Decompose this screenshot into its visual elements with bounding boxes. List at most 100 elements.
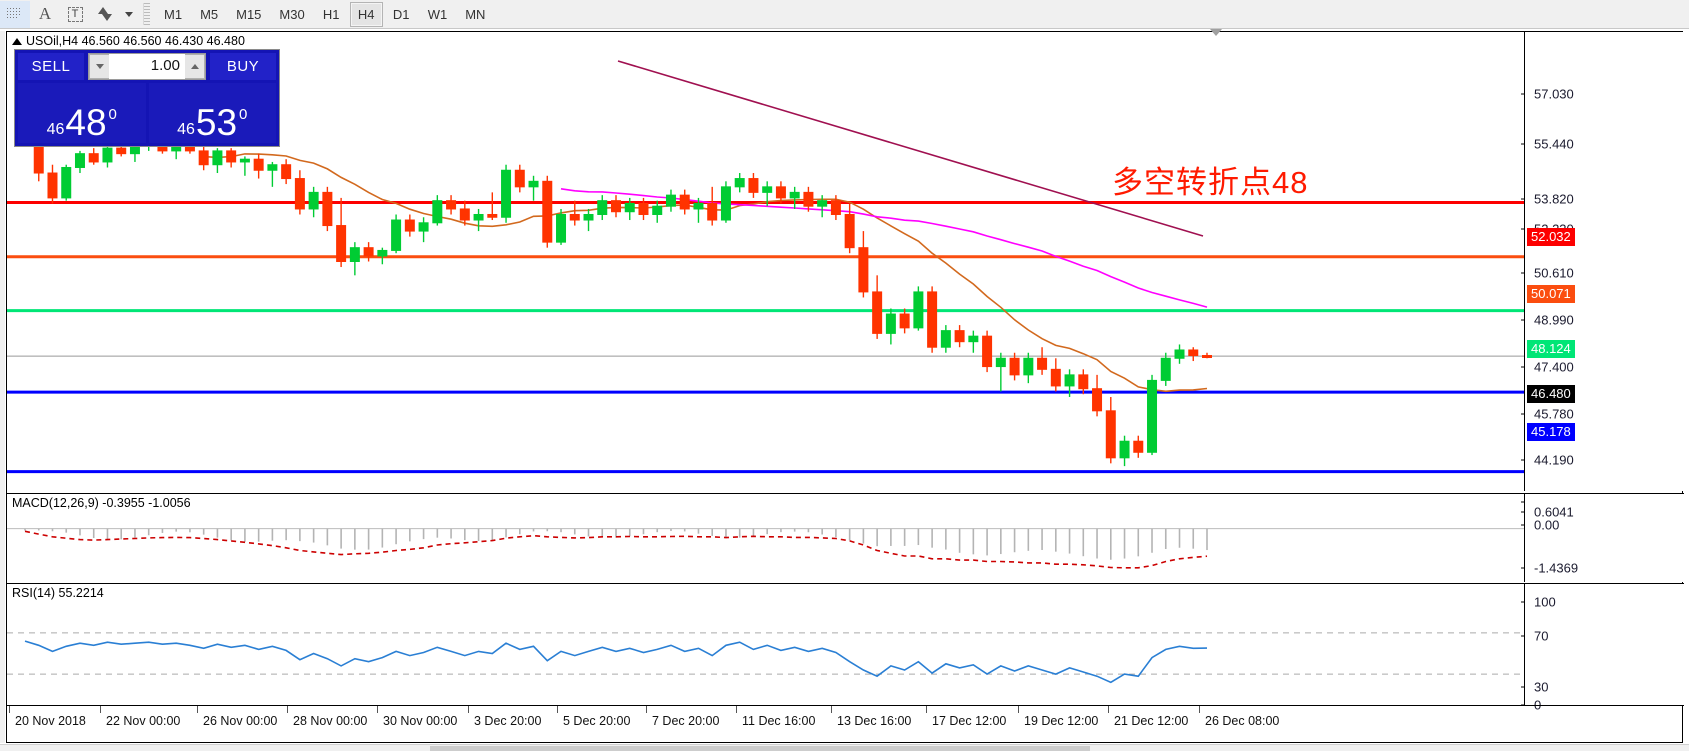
time-tick xyxy=(197,706,198,713)
objects-dropdown-icon[interactable] xyxy=(120,1,138,28)
time-axis[interactable]: 20 Nov 2018 22 Nov 00:00 26 Nov 00:00 28 No… xyxy=(7,705,1684,742)
time-axis-label: 21 Dec 12:00 xyxy=(1114,714,1189,728)
price-tick xyxy=(1521,501,1525,503)
volume-input[interactable]: 1.00 xyxy=(109,54,185,79)
caret-down-icon xyxy=(95,64,104,69)
macd-legend: MACD(12,26,9) -0.3955 -1.0056 xyxy=(12,496,191,510)
blue-level-badge[interactable]: 45.178 xyxy=(1527,423,1575,441)
buy-price-integer: 46 xyxy=(177,121,195,138)
price-tick xyxy=(1521,319,1525,321)
objects-icon[interactable] xyxy=(90,1,120,28)
text-a-icon[interactable]: A xyxy=(38,4,52,23)
chart-title-text: USOil,H4 46.560 46.560 46.430 46.480 xyxy=(26,34,245,48)
volume-decrease-button[interactable] xyxy=(89,54,109,79)
price-tick xyxy=(1521,413,1525,415)
price-axis-label: 50.610 xyxy=(1534,265,1574,281)
timeframe-button-m30[interactable]: M30 xyxy=(279,6,305,22)
price-tick xyxy=(1521,228,1525,230)
price-tick xyxy=(1521,459,1525,461)
sell-price-fraction: 0 xyxy=(108,106,117,123)
price-plot-area[interactable] xyxy=(7,32,1524,491)
time-tick xyxy=(1018,706,1019,713)
time-axis-label: 13 Dec 16:00 xyxy=(837,714,912,728)
rsi-svg xyxy=(7,632,1524,684)
chart-collapse-caret-icon[interactable] xyxy=(1210,29,1222,36)
timeframe-button-mn[interactable]: MN xyxy=(465,6,486,22)
one-click-price-row: 46 48 0 46 53 0 xyxy=(15,83,279,146)
orange-level-badge[interactable]: 50.071 xyxy=(1527,285,1575,303)
macd-axis: 0.6041 0.00 -1.4369 xyxy=(1521,494,1684,582)
volume-stepper[interactable]: 1.00 xyxy=(88,53,206,80)
chart-window[interactable]: 57.03055.44053.82052.23050.61048.99047.4… xyxy=(6,31,1684,743)
rsi-tick xyxy=(1521,686,1525,688)
macd-tick xyxy=(1521,567,1525,569)
price-axis[interactable]: 57.03055.44053.82052.23050.61048.99047.4… xyxy=(1521,32,1684,522)
current-price-badge[interactable]: 46.480 xyxy=(1527,385,1575,403)
timeframe-button-h1[interactable]: H1 xyxy=(322,6,340,22)
horizontal-scrollbar[interactable] xyxy=(0,744,1689,751)
text-box-glyph: T xyxy=(67,6,83,22)
time-axis-label: 20 Nov 2018 xyxy=(15,714,86,728)
green-level-badge[interactable]: 48.124 xyxy=(1527,340,1575,358)
rsi-axis-label: 70 xyxy=(1534,628,1549,644)
rsi-axis: 100 70 30 0 xyxy=(1521,584,1684,713)
timeframe-button-m5[interactable]: M5 xyxy=(200,6,219,22)
rsi-axis-label: 30 xyxy=(1534,679,1549,695)
time-tick xyxy=(926,706,927,713)
macd-axis-label: 0.6041 xyxy=(1534,504,1574,520)
sell-price-integer: 46 xyxy=(46,121,65,138)
left-scroll-strip xyxy=(0,31,5,743)
timeframe-button-h4[interactable]: H4 xyxy=(349,1,383,27)
time-axis-label: 28 Nov 00:00 xyxy=(293,714,368,728)
scrollbar-thumb[interactable] xyxy=(430,746,1090,751)
objects-glyph xyxy=(96,6,114,22)
macd-tick xyxy=(1521,524,1525,526)
price-tick xyxy=(1521,366,1525,368)
price-pane[interactable]: 57.03055.44053.82052.23050.61048.99047.4… xyxy=(7,32,1684,522)
macd-axis-label: 0.00 xyxy=(1534,517,1560,533)
rsi-legend: RSI(14) 55.2214 xyxy=(12,586,104,600)
rsi-tick xyxy=(1521,635,1525,637)
grid-glyph xyxy=(6,7,24,22)
time-tick xyxy=(736,706,737,713)
time-axis-label: 7 Dec 20:00 xyxy=(652,714,720,728)
time-tick xyxy=(287,706,288,713)
timeframe-button-d1[interactable]: D1 xyxy=(392,6,410,22)
timeframe-button-w1[interactable]: W1 xyxy=(427,6,448,22)
sell-price-cell[interactable]: 46 48 0 xyxy=(18,83,146,143)
macd-pane[interactable]: 0.6041 0.00 -1.4369 MACD(12,26,9) -0.3955 … xyxy=(7,493,1684,582)
timeframe-button-m1[interactable]: M1 xyxy=(164,6,183,22)
time-tick xyxy=(831,706,832,713)
rsi-tick xyxy=(1521,601,1525,603)
time-tick xyxy=(557,706,558,713)
buy-price-cell[interactable]: 46 53 0 xyxy=(148,83,276,143)
price-tick xyxy=(1521,198,1525,200)
time-tick xyxy=(468,706,469,713)
time-axis-label: 17 Dec 12:00 xyxy=(932,714,1007,728)
time-tick xyxy=(377,706,378,713)
time-axis-label: 5 Dec 20:00 xyxy=(563,714,631,728)
resistance-level-badge[interactable]: 52.032 xyxy=(1527,228,1575,246)
timeframe-button-m15[interactable]: M15 xyxy=(236,6,262,22)
price-axis-label: 57.030 xyxy=(1534,86,1574,102)
price-tick xyxy=(1521,272,1525,274)
rsi-pane[interactable]: 100 70 30 0 RSI(14) 55.2214 xyxy=(7,583,1684,713)
rsi-plot-area[interactable] xyxy=(7,584,1524,705)
candlestick-svg xyxy=(7,60,1524,474)
time-axis-label: 11 Dec 16:00 xyxy=(742,714,816,728)
text-box-icon[interactable]: T xyxy=(60,1,90,28)
buy-button[interactable]: BUY xyxy=(210,53,276,80)
macd-plot-area[interactable] xyxy=(7,494,1524,582)
time-tick xyxy=(1199,706,1200,713)
volume-increase-button[interactable] xyxy=(185,54,205,79)
price-tick xyxy=(1521,93,1525,95)
one-click-trading-panel[interactable]: SELL 1.00 BUY 46 48 0 46 53 0 xyxy=(14,49,280,147)
macd-svg xyxy=(7,528,1524,569)
macd-axis-label: -1.4369 xyxy=(1534,560,1579,576)
sell-button[interactable]: SELL xyxy=(18,53,84,80)
caret-up-icon xyxy=(190,64,199,69)
time-tick xyxy=(1108,706,1109,713)
grid-f-icon[interactable] xyxy=(0,0,30,28)
price-axis-label: 44.190 xyxy=(1534,452,1574,468)
time-axis-label: 30 Nov 00:00 xyxy=(383,714,458,728)
